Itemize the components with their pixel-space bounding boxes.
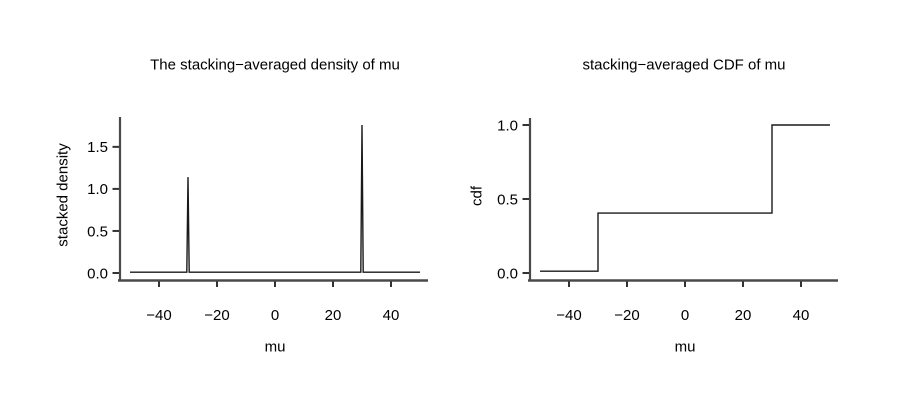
density-x-tick-label: 40: [383, 307, 400, 324]
cdf-x-tick-label: 0: [681, 307, 689, 324]
density-y-tick-label: 0.5: [87, 223, 108, 240]
density-title: The stacking−averaged density of mu: [150, 56, 400, 74]
density-y-tick-label: 1.0: [87, 181, 108, 198]
density-y-axis-label: stacked density: [54, 143, 72, 247]
density-y-tick-label: 0.0: [87, 265, 108, 282]
density-x-tick-label: 0: [271, 307, 279, 324]
density-x-tick-label: 20: [325, 307, 342, 324]
cdf-x-tick-label: −20: [614, 307, 639, 324]
density-x-tick-label: −40: [146, 307, 171, 324]
cdf-x-axis-label: mu: [674, 338, 696, 356]
density-data-line: [130, 124, 420, 273]
cdf-y-tick-label: 1.0: [497, 117, 518, 134]
cdf-y-axis-label: cdf: [468, 185, 486, 207]
cdf-title: stacking−averaged CDF of mu: [582, 56, 786, 74]
cdf-y-tick-label: 0.0: [497, 265, 518, 282]
cdf-x-tick-label: −40: [556, 307, 581, 324]
density-x-axis-label: mu: [264, 338, 286, 356]
cdf-x-tick-label: 40: [793, 307, 810, 324]
density-x-tick-label: −20: [204, 307, 229, 324]
cdf-x-tick-label: 20: [735, 307, 752, 324]
cdf-data-line: [540, 124, 830, 272]
density-y-tick-label: 1.5: [87, 139, 108, 156]
cdf-y-tick-label: 0.5: [497, 191, 518, 208]
